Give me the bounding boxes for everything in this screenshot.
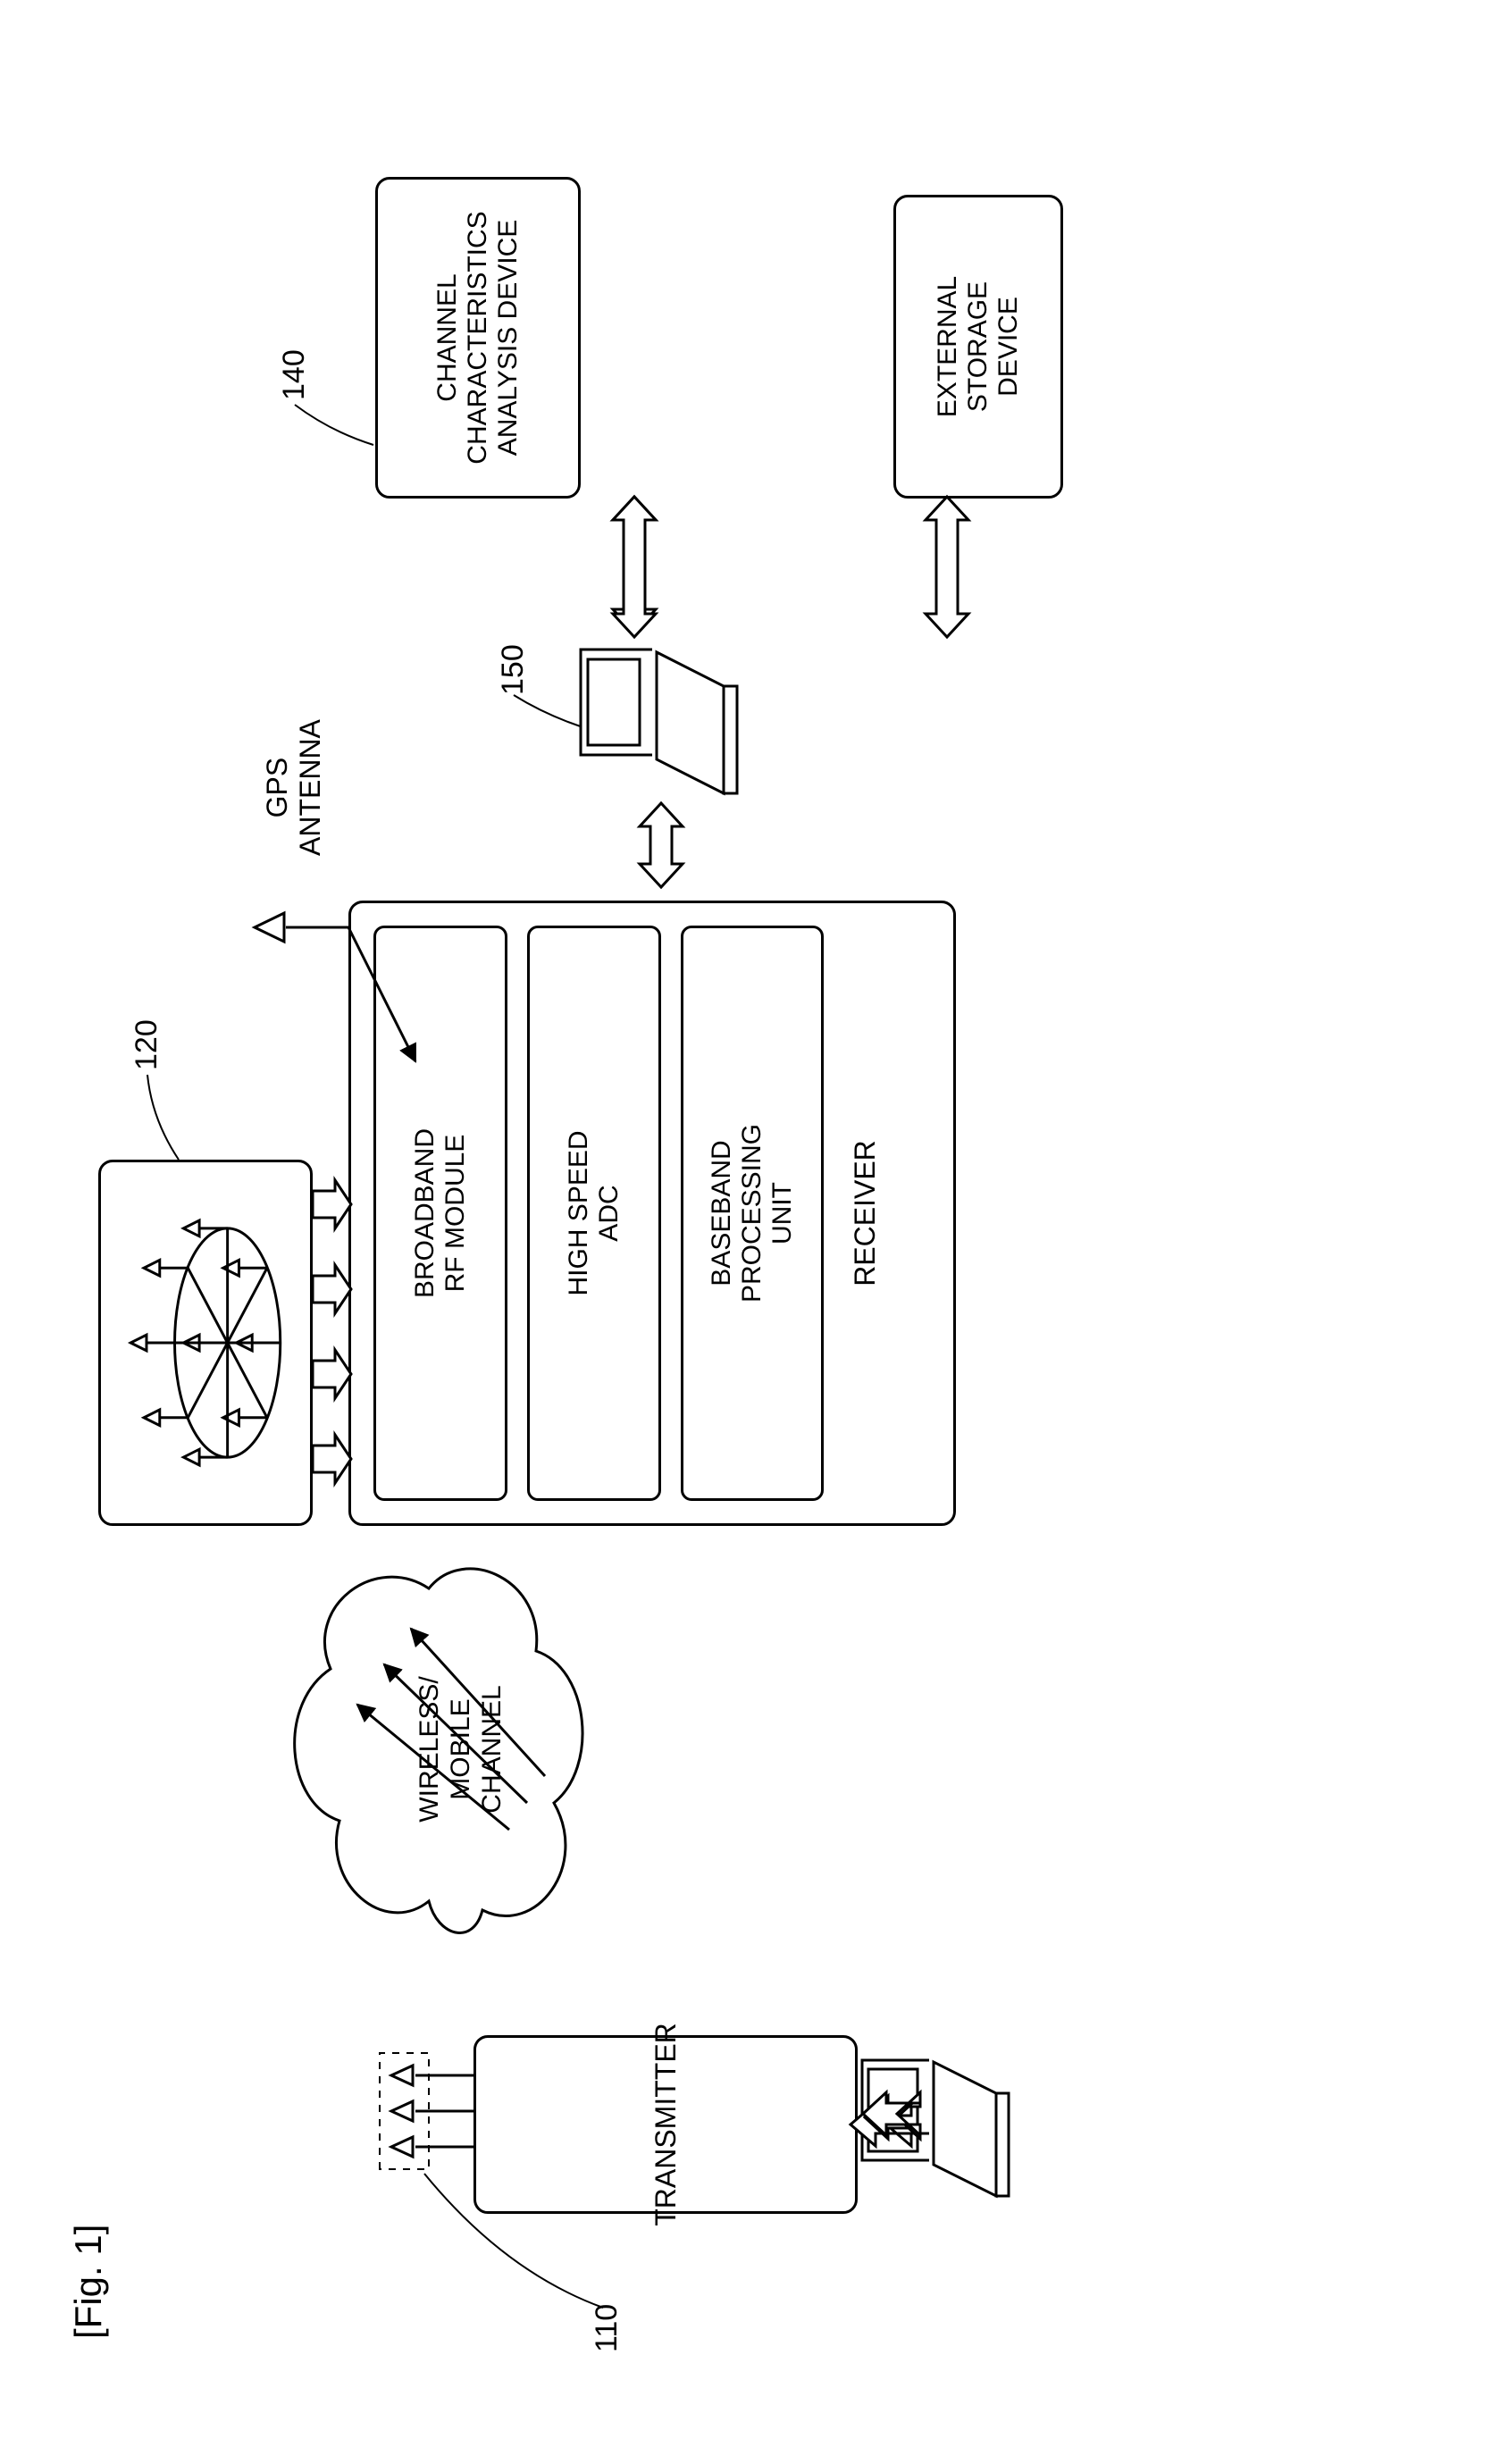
ref-120: 120 [130, 1019, 164, 1070]
antenna-to-receiver-arrows [313, 1180, 351, 1483]
receiver-label: RECEIVER [849, 926, 882, 1501]
figure-label: [Fig. 1] [67, 2225, 110, 2339]
antenna-array-svg [98, 1162, 313, 1523]
transmitter-box: TRANSMITTER [473, 2035, 858, 2214]
channel-cloud [295, 1569, 582, 1933]
arrow-laptop-analysis-h [613, 497, 656, 637]
ref-110: 110 [590, 2304, 624, 2352]
baseband-box: BASEBAND PROCESSING UNIT [681, 926, 824, 1501]
arrow-dbl-tx [865, 2096, 920, 2139]
arrow-laptop-analysis [613, 497, 656, 633]
arrow-rx-laptop [640, 803, 683, 887]
antenna-array-box [98, 1160, 313, 1526]
arrow-laptop-tx [851, 2103, 929, 2146]
storage-device-box: EXTERNAL STORAGE DEVICE [893, 195, 1063, 499]
tx-antennas [380, 2053, 473, 2169]
cloud-text-1: WIRELESS/ [415, 1676, 444, 1823]
cloud-text-2: MOBILE [446, 1698, 475, 1799]
laptop-tx-icon [862, 2060, 1009, 2196]
diagram-root: [Fig. 1] TRANSMITTER BROADBAND RF MODULE… [0, 964, 1500, 2464]
rf-module-box: BROADBAND RF MODULE [373, 926, 507, 1501]
arrow-txlaptop-transmitter [863, 2092, 920, 2135]
transmitter-label: TRANSMITTER [649, 2023, 683, 2226]
gps-antenna-label: GPS ANTENNA [261, 719, 327, 856]
adc-box: HIGH SPEED ADC [527, 926, 661, 1501]
arrow-laptop-storage-h [926, 497, 968, 637]
receiver-box: BROADBAND RF MODULE HIGH SPEED ADC BASEB… [348, 901, 956, 1526]
cloud-text-3: CHANNEL [477, 1685, 507, 1813]
analysis-device-box: CHANNEL CHARACTERISTICS ANALYSIS DEVICE [375, 177, 581, 499]
ref-140: 140 [277, 349, 312, 400]
ref-150: 150 [496, 644, 531, 695]
laptop-rx-icon [581, 650, 737, 793]
